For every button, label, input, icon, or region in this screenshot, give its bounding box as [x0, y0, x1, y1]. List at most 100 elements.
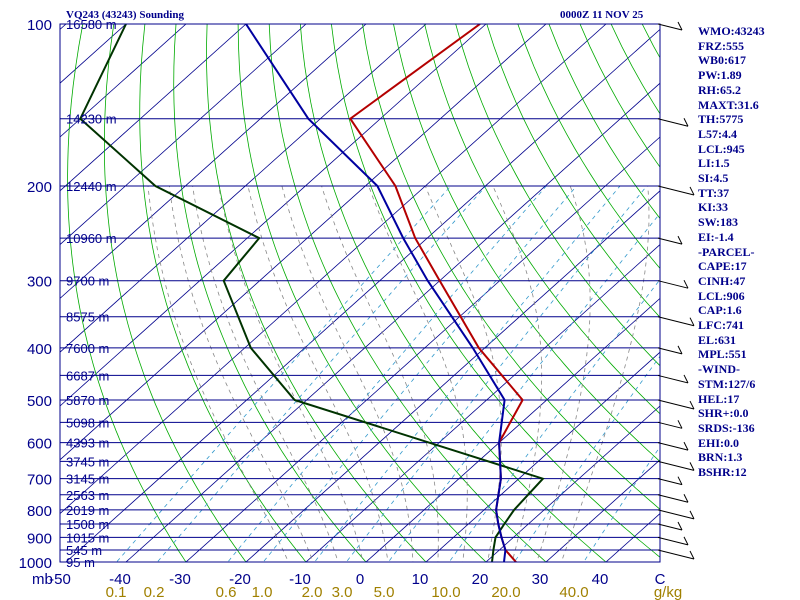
index-line: KI:33 — [698, 200, 728, 215]
mixing-ratio-label: 0.6 — [216, 584, 237, 600]
mixing-ratio-line — [583, 446, 660, 562]
isotherm-line — [60, 24, 307, 246]
index-line: RH:65.2 — [698, 82, 741, 97]
wind-barb-feather — [683, 118, 689, 127]
wind-barb — [657, 118, 689, 127]
dry-adiabat — [67, 24, 187, 562]
isotherm-line — [60, 24, 607, 515]
wind-barb — [657, 549, 695, 560]
pressure-tick-label: 200 — [27, 179, 52, 196]
isotherm-line — [425, 351, 660, 562]
mixing-ratio-label: 5.0 — [374, 584, 395, 600]
moist-adiabat — [281, 185, 414, 562]
mixing-ratio-line — [156, 185, 487, 562]
mixing-ratio-line — [115, 185, 452, 562]
temperature-tick-label: 40 — [592, 571, 609, 588]
isotherm-line — [60, 24, 247, 192]
chart-title: VQ243 (43243) Sounding — [66, 9, 184, 21]
wind-barb-feather — [677, 476, 683, 485]
index-line: CAP:1.6 — [698, 303, 742, 318]
moist-adiabat — [536, 185, 591, 562]
index-line: EHI:0.0 — [698, 435, 740, 450]
height-label: 2019 m — [66, 503, 109, 518]
temperature-tick-label: -10 — [289, 571, 311, 588]
index-line: EL:631 — [698, 332, 737, 347]
wind-barb-feather — [683, 374, 689, 384]
temperature-tick-label: -30 — [169, 571, 191, 588]
height-label: 14230 m — [66, 112, 117, 127]
wind-barb-feather — [689, 186, 695, 196]
mixing-ratio-line — [513, 355, 660, 562]
height-label: 2563 m — [66, 488, 109, 503]
wind-barb-feather — [689, 317, 695, 326]
wind-barb — [657, 185, 695, 196]
dry-adiabat — [424, 24, 660, 415]
wind-barb — [657, 442, 689, 451]
wind-barb — [657, 536, 689, 546]
index-line: SHR+:0.0 — [698, 406, 749, 421]
temperature-tick-label: 20 — [472, 571, 489, 588]
isotherm-line — [65, 28, 660, 562]
wind-barb-feather — [683, 536, 689, 546]
wind-barb — [657, 316, 695, 327]
dry-adiabat — [104, 24, 247, 562]
height-label: 9700 m — [66, 274, 109, 289]
mixing-ratio-label: 0.2 — [144, 584, 165, 600]
wind-barb — [657, 399, 695, 410]
wind-barb-feather — [689, 510, 695, 520]
mixing-ratio-label: 0.1 — [106, 584, 127, 600]
temperature-tick-label: -50 — [49, 571, 71, 588]
moist-adiabat — [168, 185, 314, 562]
height-label: 12440 m — [66, 179, 117, 194]
wind-barb-feather — [683, 441, 689, 451]
index-line: WMO:43243 — [698, 24, 765, 38]
index-line: BSHR:12 — [698, 465, 747, 480]
index-line: L57:4.4 — [698, 126, 737, 141]
dry-adiabat — [455, 24, 660, 367]
height-label: 6687 m — [66, 368, 109, 383]
wind-barb — [657, 460, 695, 471]
pressure-unit-label: mb — [32, 571, 53, 588]
pressure-tick-label: 1000 — [19, 555, 52, 572]
mixing-ratio-label: 40.0 — [559, 584, 588, 600]
index-line: CINH:47 — [698, 273, 746, 288]
mixing-ratio-label: 20.0 — [491, 584, 520, 600]
isotherm-line — [485, 405, 660, 562]
mixing-ratio-line — [313, 185, 621, 562]
index-line: SI:4.5 — [698, 171, 729, 186]
wind-barb-feather — [683, 494, 689, 503]
pressure-tick-label: 100 — [27, 17, 52, 34]
isotherm-line — [545, 459, 660, 562]
wind-barb-feather — [677, 521, 683, 531]
height-label: 545 m — [66, 543, 102, 558]
pressure-tick-label: 300 — [27, 274, 52, 291]
temperature-tick-label: 30 — [532, 571, 549, 588]
temperature-tick-label: -20 — [229, 571, 251, 588]
mixing-ratio-line — [227, 185, 547, 562]
height-label: 1015 m — [66, 530, 109, 545]
wind-barb — [657, 509, 695, 520]
plot-border — [59, 23, 661, 563]
height-label: 8575 m — [66, 310, 109, 325]
moist-adiabat — [147, 185, 289, 562]
wind-barb — [657, 347, 683, 355]
mixing-ratio-label: 10.0 — [431, 584, 460, 600]
dry-adiabat — [486, 24, 660, 318]
isotherm-line — [60, 24, 67, 30]
index-line: MPL:551 — [698, 347, 747, 362]
moist-adiabat — [192, 185, 339, 562]
temperature-tick-label: C — [655, 571, 666, 588]
index-line: SRDS:-136 — [698, 420, 755, 435]
index-line: LI:1.5 — [698, 156, 730, 171]
wind-barb — [657, 494, 689, 503]
wind-barb — [657, 478, 683, 486]
index-line: PW:1.89 — [698, 68, 742, 83]
dry-adiabat — [393, 24, 660, 463]
dry-adiabat — [299, 24, 607, 562]
wind-barb — [657, 523, 683, 531]
height-label: 95 m — [66, 555, 95, 570]
isotherm-line — [60, 24, 427, 353]
index-line: LCL:906 — [698, 288, 745, 303]
sounding-trace — [245, 24, 507, 562]
